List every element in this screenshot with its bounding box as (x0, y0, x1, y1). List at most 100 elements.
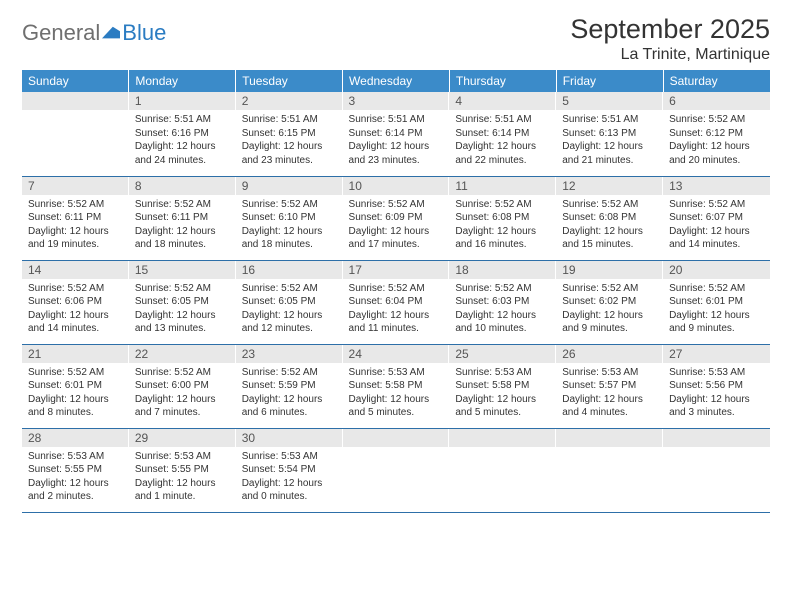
calendar-day-cell: 23Sunrise: 5:52 AMSunset: 5:59 PMDayligh… (236, 344, 343, 428)
day-line: Sunrise: 5:51 AM (562, 113, 657, 127)
calendar-table: SundayMondayTuesdayWednesdayThursdayFrid… (22, 70, 770, 513)
day-line: Sunset: 5:55 PM (135, 463, 230, 477)
day-body: Sunrise: 5:51 AMSunset: 6:14 PMDaylight:… (449, 110, 556, 172)
calendar-day-cell: 8Sunrise: 5:52 AMSunset: 6:11 PMDaylight… (129, 176, 236, 260)
brand-blue: Blue (122, 20, 166, 46)
day-line: Daylight: 12 hours and 14 minutes. (28, 309, 123, 336)
day-body: Sunrise: 5:52 AMSunset: 6:10 PMDaylight:… (236, 195, 343, 257)
day-body (663, 447, 770, 455)
day-line: Sunset: 6:04 PM (349, 295, 444, 309)
day-number: 27 (663, 345, 770, 363)
day-line: Sunset: 5:58 PM (455, 379, 550, 393)
day-body: Sunrise: 5:52 AMSunset: 6:03 PMDaylight:… (449, 279, 556, 341)
calendar-day-cell: 19Sunrise: 5:52 AMSunset: 6:02 PMDayligh… (556, 260, 663, 344)
day-line: Sunset: 6:01 PM (28, 379, 123, 393)
day-line: Sunset: 6:15 PM (242, 127, 337, 141)
day-number: 22 (129, 345, 236, 363)
day-line: Sunset: 6:13 PM (562, 127, 657, 141)
calendar-day-cell: 1Sunrise: 5:51 AMSunset: 6:16 PMDaylight… (129, 92, 236, 176)
day-line: Sunrise: 5:52 AM (669, 198, 764, 212)
day-body: Sunrise: 5:52 AMSunset: 6:00 PMDaylight:… (129, 363, 236, 425)
day-line: Sunrise: 5:51 AM (455, 113, 550, 127)
calendar-day-cell (22, 92, 129, 176)
day-line: Daylight: 12 hours and 22 minutes. (455, 140, 550, 167)
day-line: Sunset: 5:56 PM (669, 379, 764, 393)
day-number: 21 (22, 345, 129, 363)
calendar-day-cell: 11Sunrise: 5:52 AMSunset: 6:08 PMDayligh… (449, 176, 556, 260)
day-line: Sunset: 6:03 PM (455, 295, 550, 309)
day-number: 3 (343, 92, 450, 110)
day-line: Daylight: 12 hours and 4 minutes. (562, 393, 657, 420)
day-body: Sunrise: 5:51 AMSunset: 6:15 PMDaylight:… (236, 110, 343, 172)
day-body: Sunrise: 5:52 AMSunset: 6:05 PMDaylight:… (129, 279, 236, 341)
calendar-day-cell: 22Sunrise: 5:52 AMSunset: 6:00 PMDayligh… (129, 344, 236, 428)
day-line: Sunrise: 5:52 AM (669, 113, 764, 127)
day-line: Daylight: 12 hours and 23 minutes. (349, 140, 444, 167)
day-number: 25 (449, 345, 556, 363)
day-line: Sunset: 6:06 PM (28, 295, 123, 309)
day-line: Sunrise: 5:53 AM (135, 450, 230, 464)
day-number: 1 (129, 92, 236, 110)
day-line: Sunrise: 5:52 AM (669, 282, 764, 296)
day-body: Sunrise: 5:53 AMSunset: 5:54 PMDaylight:… (236, 447, 343, 509)
calendar-body: 1Sunrise: 5:51 AMSunset: 6:16 PMDaylight… (22, 92, 770, 512)
calendar-day-cell (343, 428, 450, 512)
day-line: Sunrise: 5:52 AM (242, 366, 337, 380)
day-body (343, 447, 450, 455)
calendar-day-cell: 17Sunrise: 5:52 AMSunset: 6:04 PMDayligh… (343, 260, 450, 344)
calendar-day-cell: 29Sunrise: 5:53 AMSunset: 5:55 PMDayligh… (129, 428, 236, 512)
day-body: Sunrise: 5:51 AMSunset: 6:13 PMDaylight:… (556, 110, 663, 172)
day-line: Daylight: 12 hours and 9 minutes. (562, 309, 657, 336)
day-line: Sunset: 5:59 PM (242, 379, 337, 393)
day-body: Sunrise: 5:52 AMSunset: 6:01 PMDaylight:… (22, 363, 129, 425)
day-line: Sunset: 6:00 PM (135, 379, 230, 393)
day-number: 28 (22, 429, 129, 447)
day-header: Sunday (22, 70, 129, 92)
calendar-day-cell: 13Sunrise: 5:52 AMSunset: 6:07 PMDayligh… (663, 176, 770, 260)
day-header: Thursday (449, 70, 556, 92)
day-line: Sunrise: 5:53 AM (669, 366, 764, 380)
day-number: 26 (556, 345, 663, 363)
day-line: Sunrise: 5:52 AM (562, 282, 657, 296)
day-body: Sunrise: 5:52 AMSunset: 6:05 PMDaylight:… (236, 279, 343, 341)
day-line: Daylight: 12 hours and 13 minutes. (135, 309, 230, 336)
calendar-day-cell: 5Sunrise: 5:51 AMSunset: 6:13 PMDaylight… (556, 92, 663, 176)
day-line: Daylight: 12 hours and 6 minutes. (242, 393, 337, 420)
day-number: 17 (343, 261, 450, 279)
day-line: Daylight: 12 hours and 5 minutes. (455, 393, 550, 420)
day-line: Daylight: 12 hours and 19 minutes. (28, 225, 123, 252)
day-header: Wednesday (343, 70, 450, 92)
calendar-week-row: 7Sunrise: 5:52 AMSunset: 6:11 PMDaylight… (22, 176, 770, 260)
day-number: 15 (129, 261, 236, 279)
day-line: Sunset: 5:54 PM (242, 463, 337, 477)
day-line: Sunrise: 5:52 AM (562, 198, 657, 212)
day-line: Daylight: 12 hours and 5 minutes. (349, 393, 444, 420)
day-body: Sunrise: 5:52 AMSunset: 6:02 PMDaylight:… (556, 279, 663, 341)
title-block: September 2025 La Trinite, Martinique (570, 14, 770, 64)
calendar-header-row: SundayMondayTuesdayWednesdayThursdayFrid… (22, 70, 770, 92)
day-line: Daylight: 12 hours and 12 minutes. (242, 309, 337, 336)
day-line: Sunrise: 5:52 AM (455, 198, 550, 212)
day-body: Sunrise: 5:53 AMSunset: 5:55 PMDaylight:… (129, 447, 236, 509)
day-line: Daylight: 12 hours and 18 minutes. (242, 225, 337, 252)
day-line: Sunrise: 5:52 AM (349, 282, 444, 296)
day-line: Sunrise: 5:52 AM (135, 282, 230, 296)
day-line: Sunrise: 5:52 AM (135, 198, 230, 212)
day-line: Sunset: 6:12 PM (669, 127, 764, 141)
calendar-week-row: 14Sunrise: 5:52 AMSunset: 6:06 PMDayligh… (22, 260, 770, 344)
day-line: Sunrise: 5:52 AM (28, 366, 123, 380)
day-number (22, 92, 129, 110)
day-line: Sunrise: 5:52 AM (242, 198, 337, 212)
calendar-day-cell: 15Sunrise: 5:52 AMSunset: 6:05 PMDayligh… (129, 260, 236, 344)
day-line: Sunset: 6:07 PM (669, 211, 764, 225)
day-body: Sunrise: 5:52 AMSunset: 6:04 PMDaylight:… (343, 279, 450, 341)
day-line: Sunset: 6:01 PM (669, 295, 764, 309)
calendar-day-cell: 7Sunrise: 5:52 AMSunset: 6:11 PMDaylight… (22, 176, 129, 260)
calendar-day-cell: 25Sunrise: 5:53 AMSunset: 5:58 PMDayligh… (449, 344, 556, 428)
day-number: 12 (556, 177, 663, 195)
calendar-day-cell: 3Sunrise: 5:51 AMSunset: 6:14 PMDaylight… (343, 92, 450, 176)
day-body: Sunrise: 5:53 AMSunset: 5:58 PMDaylight:… (449, 363, 556, 425)
calendar-day-cell: 9Sunrise: 5:52 AMSunset: 6:10 PMDaylight… (236, 176, 343, 260)
calendar-day-cell: 14Sunrise: 5:52 AMSunset: 6:06 PMDayligh… (22, 260, 129, 344)
day-body: Sunrise: 5:52 AMSunset: 6:12 PMDaylight:… (663, 110, 770, 172)
